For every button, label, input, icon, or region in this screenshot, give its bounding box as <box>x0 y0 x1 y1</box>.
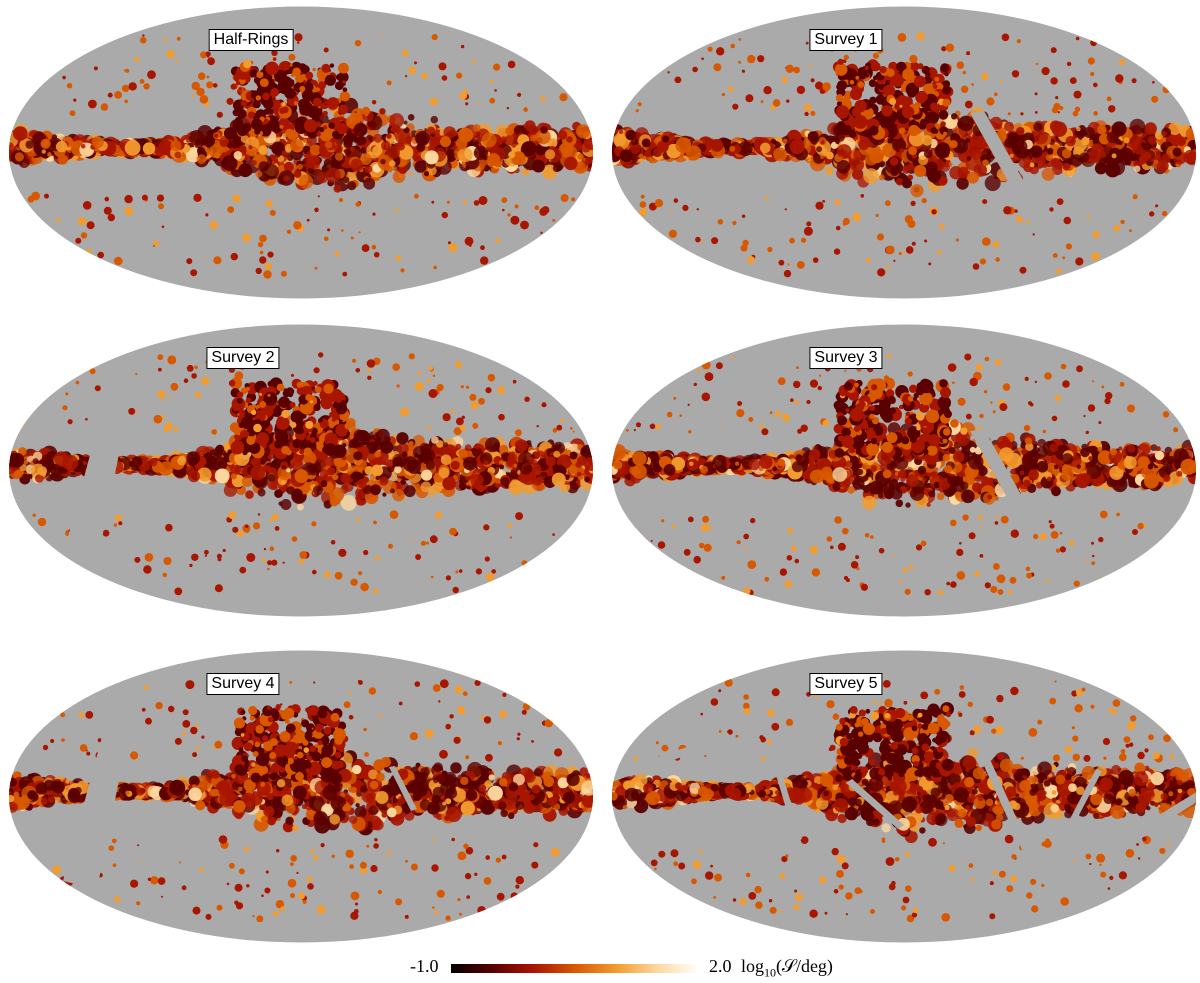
map-title-label: Survey 5 <box>809 673 882 695</box>
map-panel-survey-4: Survey 4 <box>5 649 597 944</box>
colorbar-gradient <box>451 964 699 973</box>
mollweide-map <box>608 323 1200 618</box>
unit-suffix: (𝒮/deg) <box>776 956 833 976</box>
map-title-label: Survey 4 <box>206 673 279 695</box>
mollweide-map <box>5 649 597 944</box>
mollweide-map <box>608 649 1200 944</box>
map-title-label: Survey 2 <box>206 347 279 369</box>
unit-subscript: 10 <box>764 966 776 980</box>
map-panel-half-rings: Half-Rings <box>5 5 597 300</box>
colorbar-min-label: -1.0 <box>410 956 439 976</box>
map-panel-survey-1: Survey 1 <box>608 5 1200 300</box>
map-title-label: Survey 1 <box>809 29 882 51</box>
mollweide-map <box>5 5 597 300</box>
mollweide-map <box>608 5 1200 300</box>
map-panel-survey-3: Survey 3 <box>608 323 1200 618</box>
unit-prefix: log <box>741 956 764 976</box>
mollweide-map <box>5 323 597 618</box>
colorbar-unit-label: log10(𝒮/deg) <box>741 956 833 983</box>
map-panel-survey-2: Survey 2 <box>5 323 597 618</box>
map-panel-survey-5: Survey 5 <box>608 649 1200 944</box>
colorbar: -1.0 2.0 log10(𝒮/deg) <box>0 950 1200 981</box>
map-title-label: Survey 3 <box>809 347 882 369</box>
map-title-label: Half-Rings <box>209 29 294 51</box>
colorbar-max-label: 2.0 <box>709 956 732 976</box>
